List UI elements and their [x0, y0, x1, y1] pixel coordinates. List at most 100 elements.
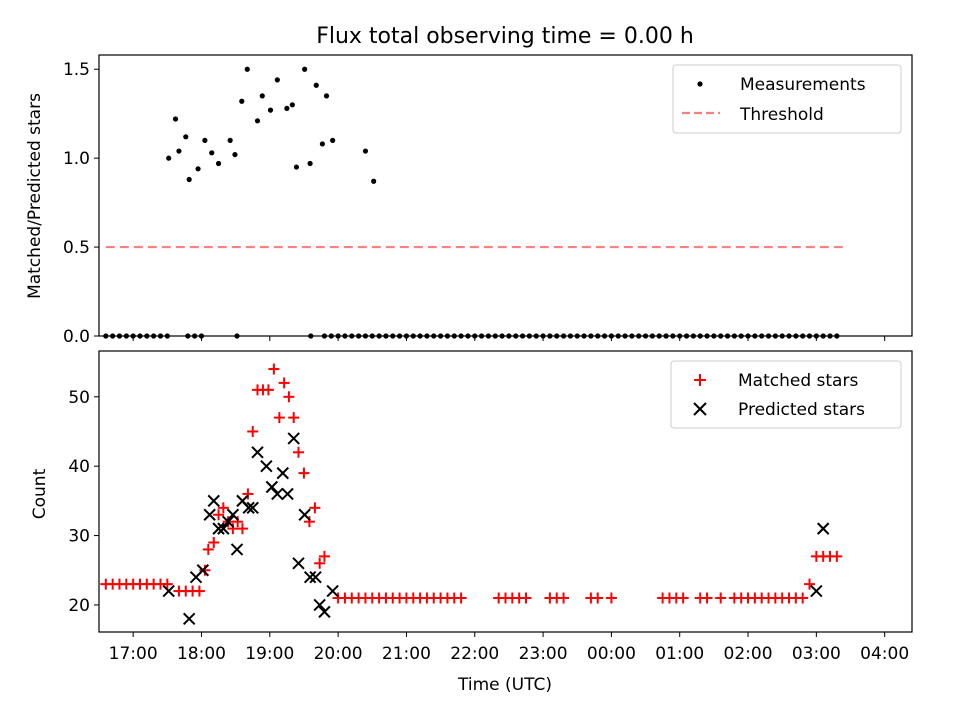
predicted-star-stroke-b: [182, 612, 196, 626]
matched-star-point: [314, 557, 326, 569]
matched-star-point: [227, 523, 239, 535]
top-y-axis-label: Matched/Predicted stars: [25, 93, 45, 299]
matched-star-point: [288, 412, 300, 424]
predicted-star-stroke-b: [287, 432, 300, 445]
matched-star-point: [701, 592, 713, 604]
measurement-point: [307, 160, 313, 167]
bottom-y-tick-label: 20: [68, 596, 90, 616]
top-y-tick-label: 0.0: [63, 327, 90, 347]
x-tick-label: 03:00: [792, 644, 841, 664]
predicted-star-point: [242, 501, 255, 515]
matched-star-point: [804, 578, 816, 590]
predicted-star-stroke-b: [303, 570, 317, 584]
measurement-point: [183, 134, 189, 140]
measurement-point: [239, 98, 245, 104]
predicted-star-point: [212, 522, 225, 535]
predicted-star-point: [203, 508, 216, 521]
predicted-star-point: [162, 584, 175, 598]
measurement-point: [289, 102, 295, 108]
matched-star-point: [677, 592, 689, 604]
measurement-point: [267, 107, 274, 113]
predicted-star-stroke-b: [196, 564, 210, 577]
matched-star-point: [298, 467, 310, 479]
measurement-point: [227, 137, 233, 143]
predicted-star-stroke-b: [242, 501, 255, 515]
matched-star-point: [161, 578, 173, 590]
measurement-point: [166, 155, 172, 161]
predicted-star-point: [816, 522, 830, 535]
top-y-tick-label: 1.0: [63, 149, 90, 169]
x-tick-label: 04:00: [860, 644, 909, 664]
matched-star-point: [592, 592, 604, 604]
matched-star-point: [283, 391, 295, 403]
matched-star-point: [831, 550, 843, 562]
x-tick-label: 02:00: [724, 644, 773, 664]
matched-star-point: [309, 502, 321, 514]
predicted-star-point: [318, 605, 331, 619]
measurement-point: [302, 66, 308, 72]
predicted-star-point: [326, 584, 339, 598]
matched-star-point: [303, 516, 315, 528]
predicted-star-stroke-b: [207, 494, 220, 508]
matched-star-point: [202, 543, 214, 555]
x-tick-label: 18:00: [177, 644, 226, 664]
predicted-star-point: [265, 480, 279, 494]
matched-star-point: [236, 523, 248, 535]
top-y-tick-label: 1.5: [63, 60, 90, 80]
predicted-star-stroke-b: [246, 501, 259, 515]
x-tick-label: 17:00: [109, 644, 158, 664]
matched-star-point: [605, 592, 617, 604]
matched-star-point: [278, 377, 290, 389]
legend-measurements-label: Measurements: [740, 75, 866, 95]
bottom-y-axis-label: Count: [30, 468, 50, 519]
matched-star-point: [715, 592, 727, 604]
measurement-point: [323, 93, 330, 99]
predicted-star-stroke-b: [221, 515, 235, 528]
bottom-legend-box: [670, 360, 902, 429]
top-legend: Measurements Threshold: [672, 64, 902, 134]
matched-star-point: [193, 585, 205, 597]
measurement-point: [293, 164, 300, 170]
predicted-star-stroke-b: [226, 508, 240, 521]
matched-star-point: [217, 502, 229, 514]
legend-matched-label: Matched stars: [738, 371, 858, 391]
chart-title: Flux total observing time = 0.00 h: [316, 24, 694, 49]
measurement-point: [330, 137, 336, 143]
predicted-star-stroke-b: [281, 487, 294, 501]
predicted-star-point: [217, 522, 230, 535]
matched-star-point: [520, 592, 532, 604]
measurement-point: [172, 116, 179, 122]
bottom-y-tick-label: 40: [68, 457, 90, 477]
matched-star-point: [232, 516, 244, 528]
predicted-star-stroke-b: [162, 584, 175, 598]
top-axes-frame: [98, 54, 913, 337]
x-tick-label: 00:00: [587, 644, 636, 664]
predicted-star-point: [276, 466, 289, 480]
measurement-point: [176, 148, 182, 154]
bottom-y-tick-label: 30: [68, 527, 90, 547]
predicted-star-stroke-b: [292, 557, 305, 570]
predicted-star-stroke-b: [260, 459, 273, 473]
bottom-plot-area: 20 30 40 50 17:00 18:00 19:00 20:00 21:00 22:00 23…: [68, 363, 909, 664]
legend-threshold-label: Threshold: [739, 105, 824, 125]
predicted-star-stroke-b: [265, 480, 279, 494]
predicted-star-point: [287, 432, 300, 445]
predicted-star-point: [251, 446, 264, 459]
matched-star-point: [213, 509, 225, 521]
predicted-star-stroke-b: [298, 508, 311, 521]
matched-star-point: [242, 488, 254, 500]
matched-star-point: [292, 446, 304, 458]
x-tick-label: 23:00: [519, 644, 568, 664]
predicted-star-point: [313, 598, 326, 612]
predicted-star-point: [281, 487, 294, 501]
predicted-star-stroke-b: [230, 543, 244, 556]
x-tick-label: 21:00: [382, 644, 431, 664]
matched-star-point: [455, 592, 467, 604]
matched-star-point: [797, 592, 809, 604]
predicted-star-stroke-b: [816, 522, 830, 535]
x-tick-label: 01:00: [655, 644, 704, 664]
measurement-point: [202, 137, 208, 143]
matched-star-point: [247, 425, 259, 437]
measurement-point: [232, 151, 238, 158]
